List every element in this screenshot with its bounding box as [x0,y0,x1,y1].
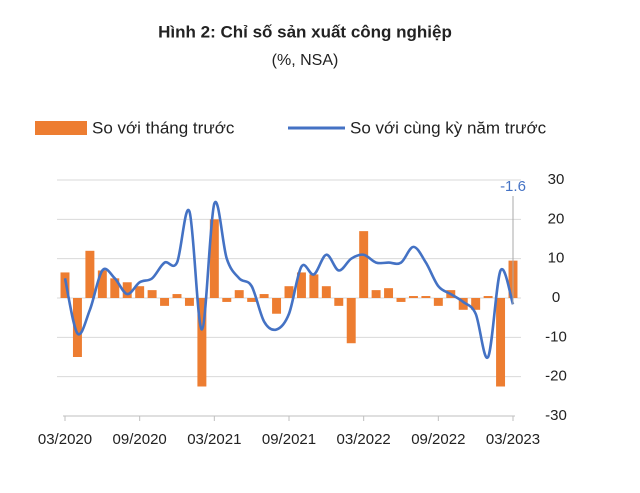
bar [309,274,319,298]
bar [359,231,369,298]
x-tick-label: 03/2021 [187,431,241,448]
bar [197,298,207,387]
bar [334,298,344,306]
bar [234,290,244,298]
bar [433,298,443,306]
bar [60,272,70,298]
chart-title: Hình 2: Chỉ số sản xuất công nghiệp [158,22,452,41]
x-tick-label: 03/2022 [337,431,391,448]
bar [284,286,294,298]
bar [110,278,120,298]
legend-swatch [35,121,87,135]
x-tick-label: 03/2023 [486,431,540,448]
x-tick-label: 09/2022 [411,431,465,448]
bar [135,286,145,298]
bar [396,298,406,302]
bar [483,296,493,298]
x-tick-label: 09/2021 [262,431,316,448]
bar [160,298,170,306]
bar [97,270,107,298]
y-tick-label: 20 [548,210,565,227]
bar [321,286,331,298]
x-tick-label: 09/2020 [113,431,167,448]
bar [458,298,468,310]
bar [371,290,381,298]
bar [72,298,82,357]
bar [209,219,219,298]
bar [496,298,506,387]
annotation: -1.6 [500,178,526,195]
y-tick-label: 10 [548,250,565,267]
legend-label: So với cùng kỳ năm trước [350,118,547,137]
bar [272,298,282,314]
bar [421,296,431,298]
bar [408,296,418,298]
bar [471,298,481,310]
y-tick-label: -10 [545,328,567,345]
bar [122,282,132,298]
y-tick-label: -30 [545,407,567,424]
bar [85,250,95,298]
bar [222,298,232,302]
chart-subtitle: (%, NSA) [272,52,339,69]
bar [184,298,194,306]
x-tick-label: 03/2020 [38,431,92,448]
bar [259,294,269,298]
bar [296,272,306,298]
bar [147,290,157,298]
bar [384,288,394,298]
y-tick-label: 0 [552,289,560,306]
bar [172,294,182,298]
y-tick-label: 30 [548,171,565,188]
bar [346,298,356,344]
y-tick-label: -20 [545,368,567,385]
legend-label: So với tháng trước [92,118,235,137]
line [63,200,515,359]
bar [247,298,257,302]
